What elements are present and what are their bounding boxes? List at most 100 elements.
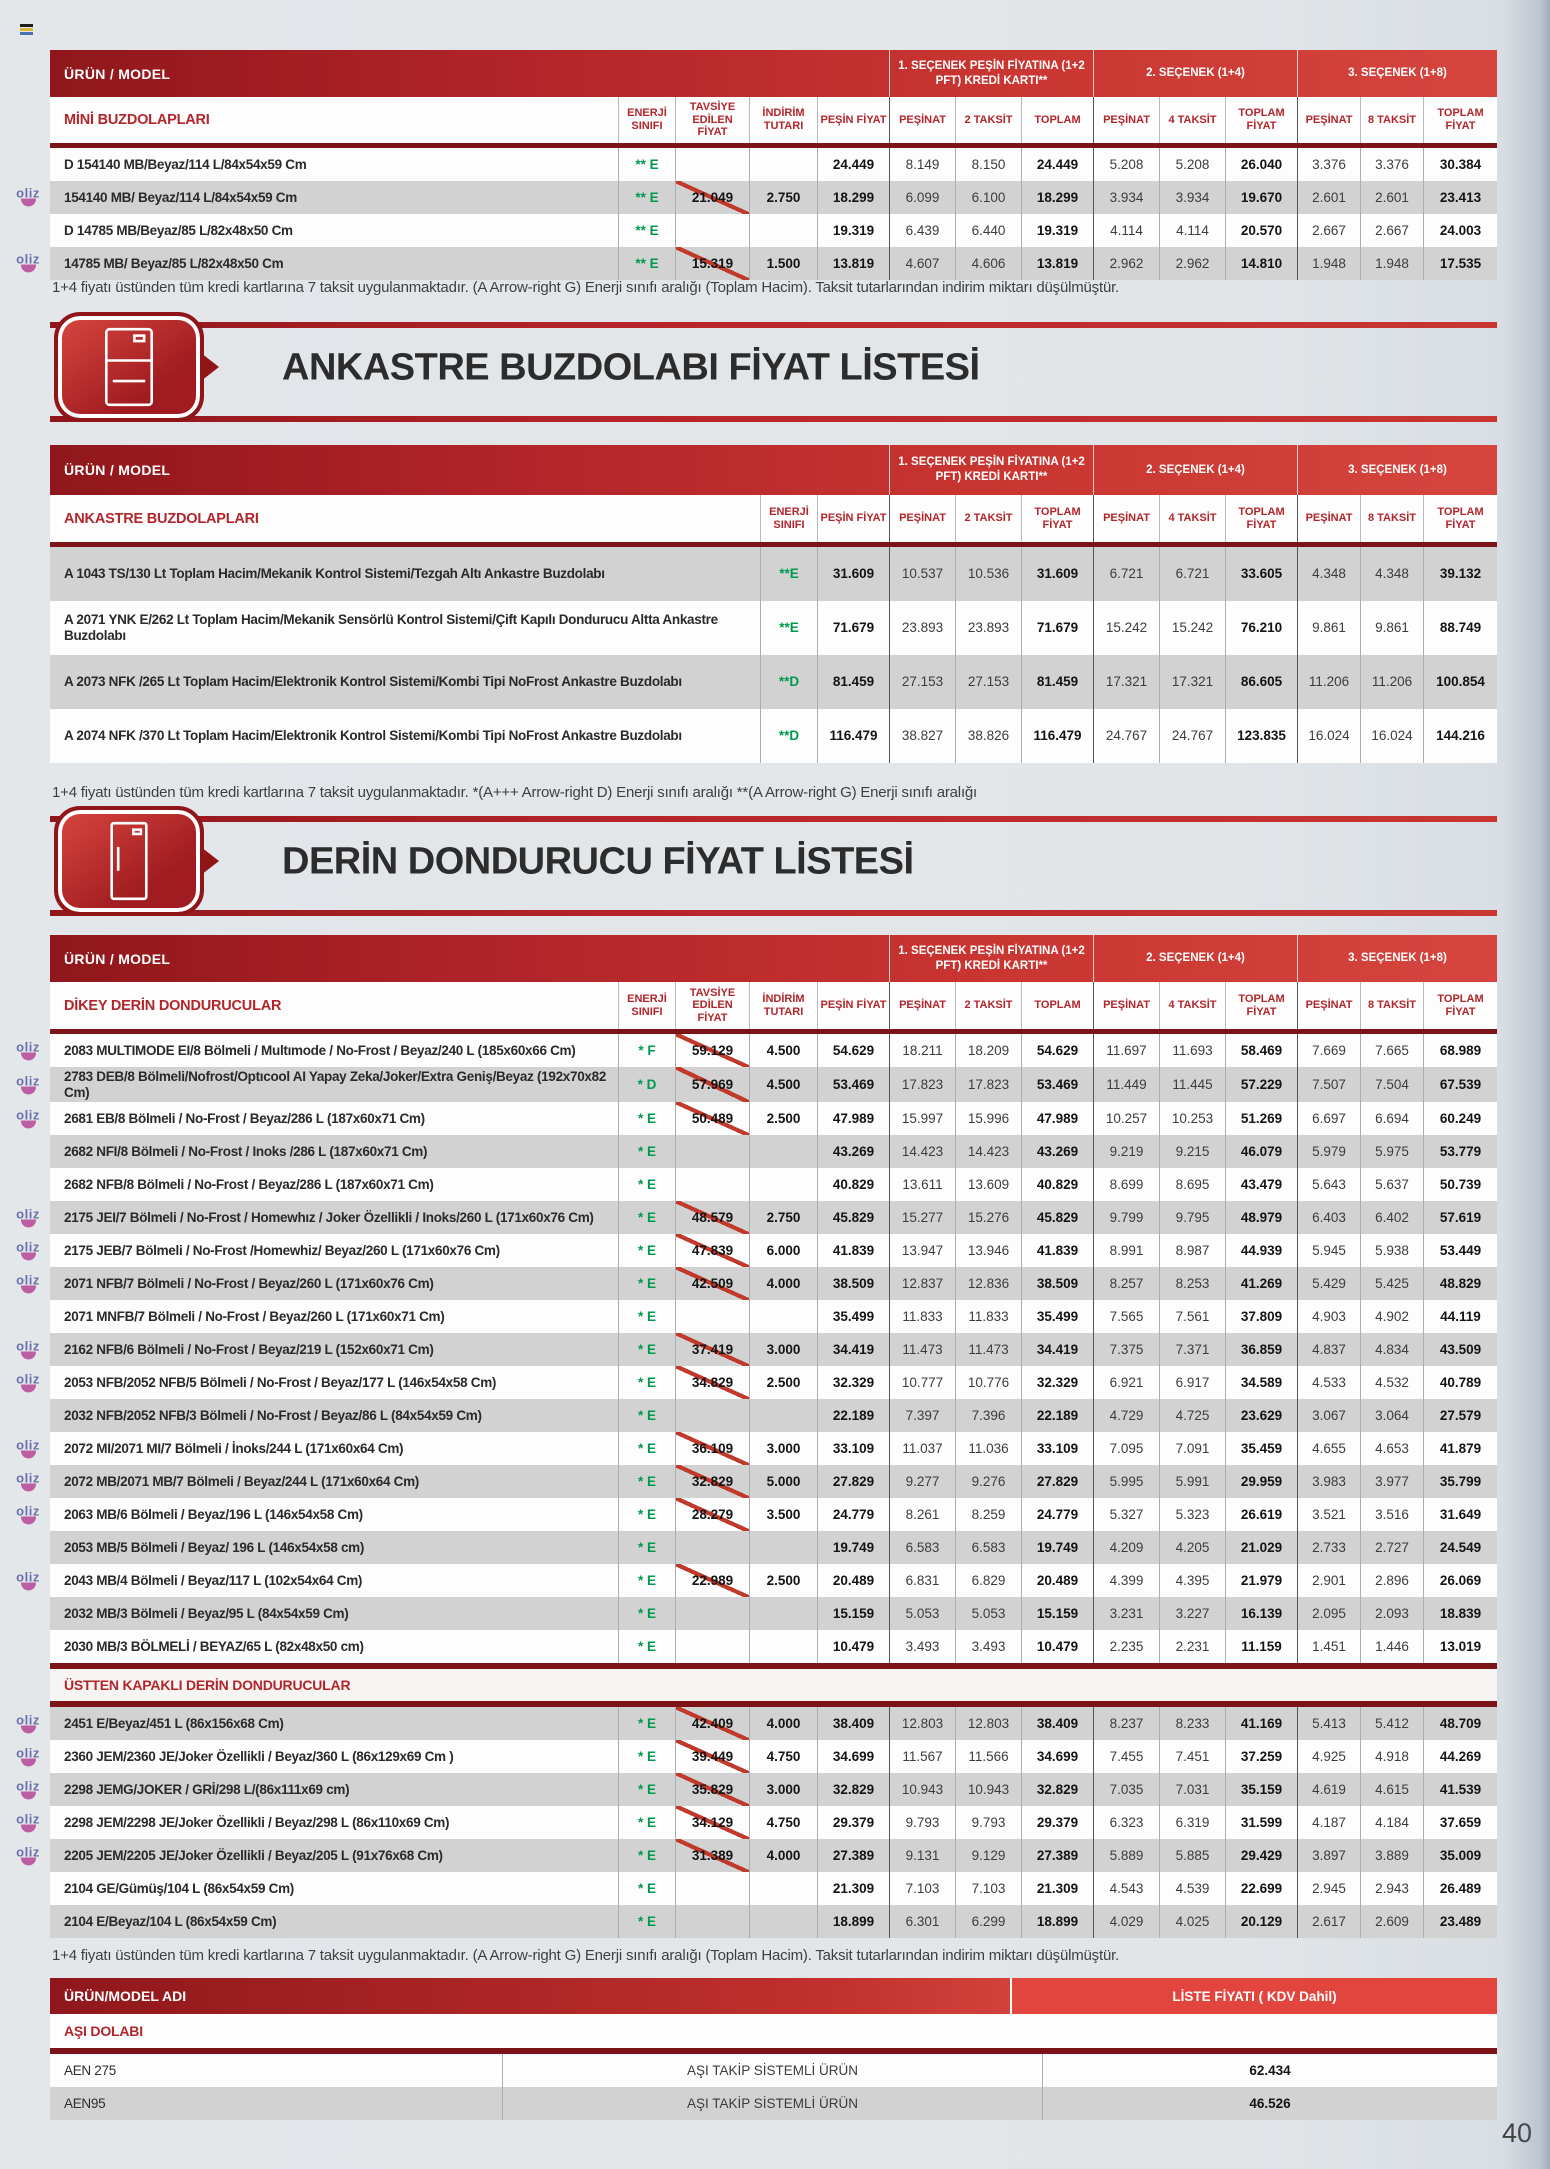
oliz-logo: oliz <box>10 1240 46 1261</box>
model-cell: 2053 NFB/2052 NFB/5 Bölmeli / No-Frost /… <box>64 1374 497 1390</box>
value-cell: 8.150 <box>955 147 1021 181</box>
table-header-bar: ÜRÜN / MODEL 1. SEÇENEK PEŞİN FİYATINA (1… <box>50 935 1497 982</box>
model-cell: 2298 JEM/2298 JE/Joker Özellikli / Beyaz… <box>64 1814 450 1830</box>
value-cell: 13.819 <box>1021 246 1093 280</box>
energy-class-cell: * E <box>618 1267 675 1301</box>
column-header: PEŞİNAT <box>889 982 955 1029</box>
value-cell: 11.473 <box>889 1333 955 1367</box>
value-cell: 21.029 <box>1225 1531 1297 1565</box>
energy-class-cell: * E <box>618 1234 675 1268</box>
value-cell: 2.962 <box>1093 246 1159 280</box>
value-cell: 48.709 <box>1423 1707 1497 1741</box>
column-header: PEŞİNAT <box>889 495 955 542</box>
value-cell: 37.659 <box>1423 1806 1497 1840</box>
column-header: TAVSİYE EDİLEN FİYAT <box>675 982 749 1029</box>
column-header: PEŞİNAT <box>1297 97 1360 143</box>
value-cell: 24.779 <box>817 1498 889 1532</box>
energy-class-cell: * E <box>618 1366 675 1400</box>
column-header: ENERJİ SINIFI <box>618 97 675 143</box>
value-cell: 4.348 <box>1360 547 1423 601</box>
value-cell: 2.601 <box>1360 180 1423 214</box>
value-cell: 44.119 <box>1423 1300 1497 1334</box>
value-cell: 14.423 <box>889 1135 955 1169</box>
value-cell: 4.837 <box>1297 1333 1360 1367</box>
value-cell: 33.109 <box>817 1432 889 1466</box>
value-cell <box>675 147 749 181</box>
energy-class-cell: **E <box>760 547 817 601</box>
table-row: oliz 2072 MB/2071 MB/7 Bölmeli / Beyaz/24… <box>16 1465 1497 1499</box>
value-cell: 4.500 <box>749 1034 817 1067</box>
value-cell: 12.837 <box>889 1267 955 1301</box>
value-cell: 18.899 <box>1021 1905 1093 1939</box>
value-cell: 13.609 <box>955 1168 1021 1202</box>
value-cell: 4.399 <box>1093 1564 1159 1598</box>
model-cell: 14785 MB/ Beyaz/85 L/82x48x50 Cm <box>64 255 284 271</box>
value-cell: 47.989 <box>1021 1102 1093 1136</box>
value-cell: 34.699 <box>817 1740 889 1774</box>
value-cell: 24.767 <box>1159 709 1225 763</box>
value-cell: 10.479 <box>817 1630 889 1664</box>
value-cell: 30.384 <box>1423 147 1497 181</box>
value-cell: 15.242 <box>1159 601 1225 655</box>
value-cell: 54.629 <box>1021 1034 1093 1067</box>
energy-class-cell: ** E <box>618 246 675 280</box>
value-cell: 43.509 <box>1423 1333 1497 1367</box>
value-cell: 24.449 <box>1021 147 1093 181</box>
value-cell: 26.489 <box>1423 1872 1497 1906</box>
value-cell: 19.319 <box>1021 213 1093 247</box>
value-cell: 4.725 <box>1159 1399 1225 1433</box>
payment-group-header: 1. SEÇENEK PEŞİN FİYATINA (1+2 PFT) KRED… <box>889 445 1093 495</box>
value-cell: 17.321 <box>1159 655 1225 709</box>
value-cell: 4.925 <box>1297 1740 1360 1774</box>
value-cell: 10.777 <box>889 1366 955 1400</box>
table-row: oliz 2298 JEM/2298 JE/Joker Özellikli / B… <box>16 1806 1497 1840</box>
value-cell: 6.403 <box>1297 1201 1360 1235</box>
value-cell: 3.889 <box>1360 1839 1423 1873</box>
value-cell: 9.277 <box>889 1465 955 1499</box>
value-cell: 40.829 <box>817 1168 889 1202</box>
value-cell: 35.459 <box>1225 1432 1297 1466</box>
value-cell <box>749 1135 817 1169</box>
value-cell: 13.819 <box>817 246 889 280</box>
value-cell: 6.099 <box>889 180 955 214</box>
value-cell: 35.499 <box>1021 1300 1093 1334</box>
table-row: oliz 2681 EB/8 Bölmeli / No-Frost / Beyaz… <box>16 1102 1497 1136</box>
value-cell: AŞI TAKİP SİSTEMLİ ÜRÜN <box>502 2087 1042 2120</box>
value-cell: 15.319 <box>675 246 749 280</box>
table-row: oliz 2043 MB/4 Bölmeli / Beyaz/117 L (102… <box>16 1564 1497 1598</box>
column-header: TOPLAM FİYAT <box>1423 97 1497 143</box>
column-header: PEŞİNAT <box>1297 495 1360 542</box>
value-cell: 3.067 <box>1297 1399 1360 1433</box>
value-cell: 47.839 <box>675 1234 749 1268</box>
table-row: oliz 2072 MI/2071 MI/7 Bölmeli / İnoks/24… <box>16 1432 1497 1466</box>
payment-group-header: 1. SEÇENEK PEŞİN FİYATINA (1+2 PFT) KRED… <box>889 50 1093 97</box>
payment-group-header: 2. SEÇENEK (1+4) <box>1093 50 1297 97</box>
value-cell: 4.543 <box>1093 1872 1159 1906</box>
value-cell <box>675 1300 749 1334</box>
table-row: 2032 MB/3 Bölmeli / Beyaz/95 L (84x54x59… <box>50 1597 1497 1631</box>
value-cell: 4.729 <box>1093 1399 1159 1433</box>
value-cell: 5.000 <box>749 1465 817 1499</box>
energy-class-cell: * E <box>618 1597 675 1631</box>
model-cell: D 154140 MB/Beyaz/114 L/84x54x59 Cm <box>64 156 307 172</box>
value-cell: 43.479 <box>1225 1168 1297 1202</box>
value-cell: 38.827 <box>889 709 955 763</box>
value-cell: 4.903 <box>1297 1300 1360 1334</box>
energy-class-cell: ** E <box>618 213 675 247</box>
value-cell: 19.670 <box>1225 180 1297 214</box>
column-header: ENERJİ SINIFI <box>618 982 675 1029</box>
value-cell: 10.776 <box>955 1366 1021 1400</box>
energy-class-cell: * E <box>618 1399 675 1433</box>
value-cell: 3.064 <box>1360 1399 1423 1433</box>
value-cell: 3.983 <box>1297 1465 1360 1499</box>
model-cell: 2205 JEM/2205 JE/Joker Özellikli / Beyaz… <box>64 1847 443 1863</box>
value-cell: 2.601 <box>1297 180 1360 214</box>
value-cell: 18.211 <box>889 1034 955 1067</box>
value-cell: 5.885 <box>1159 1839 1225 1873</box>
value-cell: 38.826 <box>955 709 1021 763</box>
value-cell: 42.509 <box>675 1267 749 1301</box>
value-cell: 3.977 <box>1360 1465 1423 1499</box>
value-cell: 15.159 <box>817 1597 889 1631</box>
model-cell: 2030 MB/3 BÖLMELİ / BEYAZ/65 L (82x48x50… <box>64 1638 364 1654</box>
value-cell: 40.789 <box>1423 1366 1497 1400</box>
